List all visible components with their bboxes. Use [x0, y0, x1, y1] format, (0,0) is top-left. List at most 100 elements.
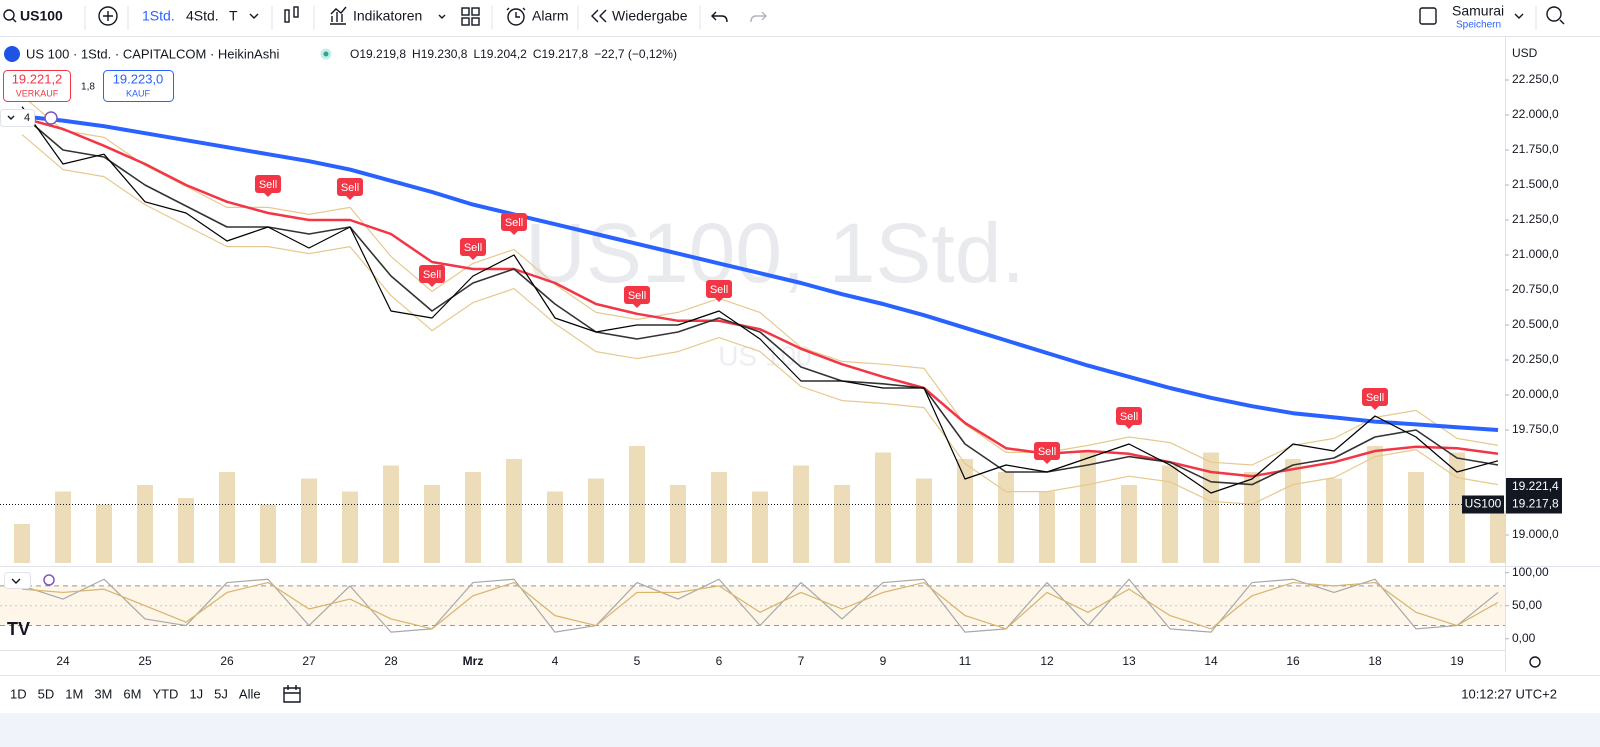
x-tick-label: 4: [552, 654, 559, 668]
sell-signal-pointer: [1125, 425, 1133, 429]
brand-logo: TV: [7, 619, 30, 639]
volume-bar: [1080, 452, 1096, 563]
volume-bar: [834, 485, 850, 563]
sell-signal-pointer: [633, 304, 641, 309]
volume-bar: [14, 524, 30, 563]
volume-bar: [383, 465, 399, 563]
range-button[interactable]: YTD: [152, 686, 178, 701]
y-tick-label: 19.750,0: [1512, 422, 1559, 436]
sell-signal-label: Sell: [1366, 392, 1384, 404]
pane-toggle[interactable]: [4, 572, 31, 589]
volume-bar: [1326, 478, 1342, 563]
x-tick-label: 9: [880, 654, 887, 668]
market-status: [320, 48, 332, 60]
sell-button[interactable]: 19.221,2 VERKAUF: [3, 70, 71, 102]
series-line: [21, 94, 1499, 466]
alarm-icon: [506, 7, 526, 18]
sell-label: VERKAUF: [16, 88, 59, 98]
sell-signal-pointer: [346, 195, 354, 200]
range-button[interactable]: 3M: [94, 686, 112, 701]
save-label[interactable]: Speichern: [1456, 20, 1501, 31]
layout-icon[interactable]: [1419, 7, 1437, 25]
x-tick-label: 18: [1368, 654, 1382, 668]
volume-bar: [1039, 491, 1055, 563]
y-tick-label: 20.750,0: [1512, 282, 1559, 296]
snapshot-button[interactable]: [1546, 6, 1565, 25]
indicators-button[interactable]: Indikatoren: [330, 6, 422, 25]
sell-signal: [1362, 387, 1388, 406]
sell-signal-label: Sell: [423, 269, 441, 281]
range-button[interactable]: Alle: [239, 686, 261, 701]
settings-button[interactable]: [1529, 656, 1541, 668]
x-tick-label: 7: [798, 654, 805, 668]
symbol: US100: [20, 8, 63, 24]
plus-icon: [103, 11, 113, 21]
sell-signal-pointer: [469, 256, 477, 261]
x-tick-label: Mrz: [463, 654, 484, 668]
range-button[interactable]: 5D: [38, 686, 55, 701]
sell-signal: [460, 238, 486, 257]
volume-bar: [55, 491, 71, 563]
replay-button[interactable]: Wiedergabe: [591, 8, 688, 24]
volume-bar: [957, 459, 973, 563]
y-tick-label: 21.250,0: [1512, 212, 1559, 226]
symbol-logo: [4, 46, 20, 62]
grid-icon: [471, 7, 480, 16]
alarm-label: Alarm: [532, 8, 569, 24]
alarm-button[interactable]: Alarm: [506, 7, 569, 26]
currency[interactable]: USD: [1512, 46, 1538, 60]
indicators-icon: [330, 6, 347, 25]
camera-icon: [1546, 6, 1562, 22]
chart-type-button[interactable]: [284, 6, 299, 23]
watermark: US100, 1Std.: [525, 206, 1025, 300]
x-tick-label: 13: [1122, 654, 1136, 668]
y-tick-label: 21.500,0: [1512, 177, 1559, 191]
sell-signal: [624, 286, 650, 305]
undo-button[interactable]: [711, 11, 728, 23]
x-tick-label: 27: [302, 654, 316, 668]
y-tick-label: 20.250,0: [1512, 352, 1559, 366]
symbol-search[interactable]: US100: [3, 8, 63, 24]
range-button[interactable]: 1M: [65, 686, 83, 701]
open: O19.219,8: [350, 47, 406, 61]
toggle-icon: [7, 115, 15, 120]
volume-bar: [547, 491, 563, 563]
plot: Sell Sell Sell Sell Sell Sell Sell Sell Sell Sell: [0, 79, 1509, 640]
interval-menu[interactable]: [249, 13, 259, 19]
volume-bar: [137, 485, 153, 563]
range-button[interactable]: 1D: [10, 686, 27, 701]
date-range-button[interactable]: [283, 685, 301, 703]
layout-menu[interactable]: [1514, 13, 1524, 19]
sell-signal-label: Sell: [710, 284, 728, 296]
replay-icon: [591, 9, 607, 23]
redo-button[interactable]: [750, 11, 767, 23]
search-icon: [12, 18, 17, 23]
interval[interactable]: 4Std.: [186, 8, 219, 24]
buy-button[interactable]: 19.223,0 KAUF: [103, 70, 174, 102]
volume-bar: [301, 478, 317, 563]
y-tick-label: 21.750,0: [1512, 142, 1559, 156]
templates-button[interactable]: [461, 7, 480, 26]
y-tick-label: 21.000,0: [1512, 247, 1559, 261]
symbol-tag-box: [1462, 495, 1504, 514]
change: −22,7 (−0,12%): [594, 47, 677, 61]
sell-signal: [419, 265, 445, 284]
compare-button[interactable]: [98, 6, 118, 26]
volume-bar: [1285, 459, 1301, 563]
legend-title: US 100 · 1Std. · CAPITALCOM · HeikinAshi: [26, 46, 279, 61]
interval[interactable]: 1Std.: [142, 8, 175, 24]
interval[interactable]: T: [229, 8, 238, 24]
buy-price: 19.223,0: [113, 71, 164, 86]
layout-name[interactable]: Samurai: [1452, 3, 1504, 19]
series-line: [21, 134, 1499, 505]
range-button[interactable]: 5J: [214, 686, 228, 701]
indicators-menu[interactable]: [438, 14, 446, 19]
clock: 10:12:27 UTC+2: [1461, 686, 1557, 701]
range-button[interactable]: 1J: [189, 686, 203, 701]
x-tick-label: 12: [1040, 654, 1054, 668]
range-button[interactable]: 6M: [123, 686, 141, 701]
sell-box: [3, 70, 71, 102]
indicators-toggle[interactable]: 4: [0, 109, 35, 127]
price-label: 19.221,4: [1512, 479, 1559, 493]
